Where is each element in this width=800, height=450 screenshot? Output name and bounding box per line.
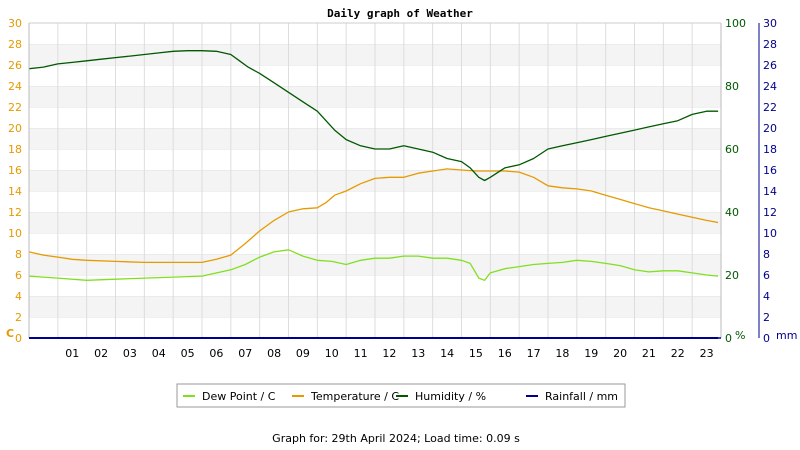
middle-tick-label: 20 [725, 269, 739, 282]
x-tick-label: 01 [65, 347, 79, 360]
middle-tick-label: 100 [725, 17, 746, 30]
left-tick-label: 12 [8, 206, 22, 219]
x-tick-label: 19 [584, 347, 598, 360]
x-tick-label: 04 [152, 347, 166, 360]
right-tick-label: 4 [763, 290, 770, 303]
x-tick-label: 03 [123, 347, 137, 360]
middle-tick-label: 80 [725, 80, 739, 93]
x-tick-label: 11 [354, 347, 368, 360]
middle-tick-label: 60 [725, 143, 739, 156]
left-tick-label: 22 [8, 101, 22, 114]
right-tick-label: 0 [763, 332, 770, 345]
middle-axis-unit: % [735, 329, 745, 342]
middle-tick-label: 40 [725, 206, 739, 219]
legend-item: Rainfall / mm [526, 390, 618, 403]
axes [28, 22, 760, 339]
legend-label: Humidity / % [415, 390, 486, 403]
series-line [28, 50, 719, 182]
x-tick-label: 17 [527, 347, 541, 360]
x-tick-label: 14 [440, 347, 454, 360]
left-axis-unit: C [6, 327, 14, 340]
left-tick-label: 6 [15, 269, 22, 282]
left-tick-label: 26 [8, 59, 22, 72]
x-tick-label: 15 [469, 347, 483, 360]
right-tick-label: 22 [763, 101, 777, 114]
left-tick-label: 0 [15, 332, 22, 345]
x-tick-label: 18 [555, 347, 569, 360]
right-tick-label: 6 [763, 269, 770, 282]
chart-title: Daily graph of Weather [327, 7, 473, 20]
right-tick-label: 20 [763, 122, 777, 135]
vertical-gridlines [57, 23, 693, 338]
left-tick-label: 8 [15, 248, 22, 261]
x-tick-label: 16 [498, 347, 512, 360]
x-tick-label: 20 [613, 347, 627, 360]
left-tick-label: 18 [8, 143, 22, 156]
x-tick-label: 08 [267, 347, 281, 360]
footer-text: Graph for: 29th April 2024; Load time: 0… [272, 432, 520, 445]
x-tick-label: 07 [238, 347, 252, 360]
x-tick-label: 06 [209, 347, 223, 360]
right-tick-label: 8 [763, 248, 770, 261]
series-line [28, 168, 719, 264]
right-tick-label: 24 [763, 80, 777, 93]
left-tick-label: 16 [8, 164, 22, 177]
right-tick-label: 30 [763, 17, 777, 30]
right-axis-unit: mm [776, 329, 797, 342]
legend-label: Dew Point / C [202, 390, 276, 403]
x-tick-label: 22 [671, 347, 685, 360]
left-tick-label: 14 [8, 185, 22, 198]
x-tick-label: 13 [411, 347, 425, 360]
middle-tick-label: 0 [725, 332, 732, 345]
legend-label: Temperature / C [310, 390, 399, 403]
left-tick-label: 28 [8, 38, 22, 51]
x-tick-label: 21 [642, 347, 656, 360]
x-tick-label: 12 [382, 347, 396, 360]
series-line [28, 249, 719, 281]
left-tick-label: 4 [15, 290, 22, 303]
left-tick-label: 24 [8, 80, 22, 93]
x-tick-label: 09 [296, 347, 310, 360]
x-tick-label: 05 [181, 347, 195, 360]
right-tick-label: 18 [763, 143, 777, 156]
left-tick-label: 20 [8, 122, 22, 135]
x-tick-label: 10 [325, 347, 339, 360]
legend: Dew Point / C Temperature / C Humidity / %… [176, 383, 626, 408]
right-tick-label: 14 [763, 185, 777, 198]
left-tick-label: 10 [8, 227, 22, 240]
left-tick-label: 2 [15, 311, 22, 324]
left-tick-label: 30 [8, 17, 22, 30]
right-tick-label: 12 [763, 206, 777, 219]
right-tick-label: 10 [763, 227, 777, 240]
right-tick-label: 16 [763, 164, 777, 177]
tick-labels: 01 02 03 04 05 06 07 08 09 10 11 12 13 14 15 16 17 18 19 20… [8, 17, 777, 360]
right-tick-label: 28 [763, 38, 777, 51]
legend-item: Dew Point / C [183, 390, 276, 403]
legend-item: Humidity / % [396, 390, 486, 403]
legend-item: Temperature / C [292, 390, 399, 403]
x-tick-label: 02 [94, 347, 108, 360]
right-tick-label: 26 [763, 59, 777, 72]
x-tick-label: 23 [700, 347, 714, 360]
right-tick-label: 2 [763, 311, 770, 324]
legend-label: Rainfall / mm [545, 390, 618, 403]
